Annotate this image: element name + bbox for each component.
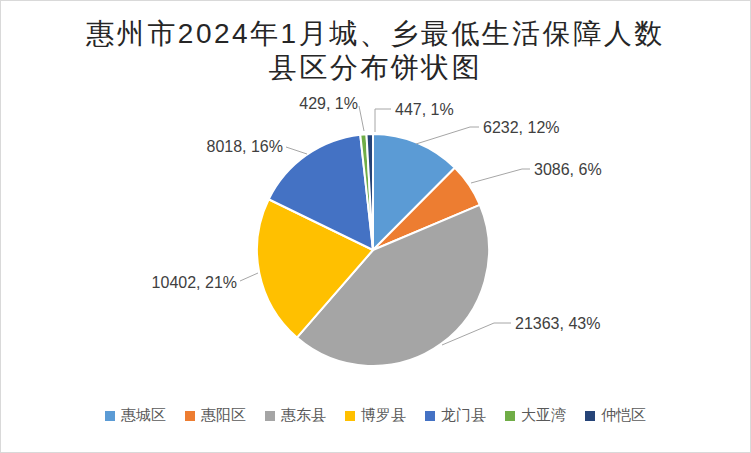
legend-item-dayawan[interactable]: 大亚湾: [505, 406, 566, 425]
data-label-longmenxian[interactable]: 8018, 16%: [206, 138, 283, 155]
pie-plot-area: 6232, 12% 3086, 6% 21363, 43% 10402, 21% 801…: [1, 1, 751, 453]
legend-swatch-boluoxian: [345, 411, 355, 421]
legend-label-dayawan: 大亚湾: [521, 406, 566, 425]
legend-swatch-huichengqu: [105, 411, 115, 421]
legend-label-huichengqu: 惠城区: [121, 406, 166, 425]
legend-item-huichengqu[interactable]: 惠城区: [105, 406, 166, 425]
leader-line-huichengqu: [416, 127, 479, 144]
leader-line-boluoxian: [240, 273, 258, 281]
legend-item-boluoxian[interactable]: 博罗县: [345, 406, 406, 425]
leader-line-longmenxian: [286, 147, 307, 154]
legend-item-huiyangqu[interactable]: 惠阳区: [185, 406, 246, 425]
legend-swatch-huidongxian: [265, 411, 275, 421]
data-label-dayawan[interactable]: 429, 1%: [299, 95, 358, 112]
data-label-zhongkaiqu[interactable]: 447, 1%: [395, 101, 454, 118]
leader-line-zhongkaiqu: [375, 109, 391, 132]
data-label-huiyangqu[interactable]: 3086, 6%: [534, 161, 602, 178]
legend-swatch-huiyangqu: [185, 411, 195, 421]
pie-chart[interactable]: 惠州市2024年1月城、乡最低生活保障人数 县区分布饼状图 6232, 12%3…: [0, 0, 751, 453]
legend-label-zhongkaiqu: 仲恺区: [601, 406, 646, 425]
legend-swatch-zhongkaiqu: [585, 411, 595, 421]
leader-line-dayawan: [359, 106, 364, 131]
legend-label-boluoxian: 博罗县: [361, 406, 406, 425]
legend-label-longmenxian: 龙门县: [441, 406, 486, 425]
legend-swatch-longmenxian: [425, 411, 435, 421]
legend-item-huidongxian[interactable]: 惠东县: [265, 406, 326, 425]
legend-swatch-dayawan: [505, 411, 515, 421]
data-label-boluoxian[interactable]: 10402, 21%: [152, 274, 237, 291]
legend-item-longmenxian[interactable]: 龙门县: [425, 406, 486, 425]
legend-label-huidongxian: 惠东县: [281, 406, 326, 425]
legend-item-zhongkaiqu[interactable]: 仲恺区: [585, 406, 646, 425]
legend-label-huiyangqu: 惠阳区: [201, 406, 246, 425]
chart-legend: 惠城区 惠阳区 惠东县 博罗县 龙门县 大亚湾 仲恺区: [1, 406, 750, 425]
data-label-huichengqu[interactable]: 6232, 12%: [483, 119, 560, 136]
data-label-huidongxian[interactable]: 21363, 43%: [515, 315, 600, 332]
leader-line-huiyangqu: [471, 169, 530, 183]
